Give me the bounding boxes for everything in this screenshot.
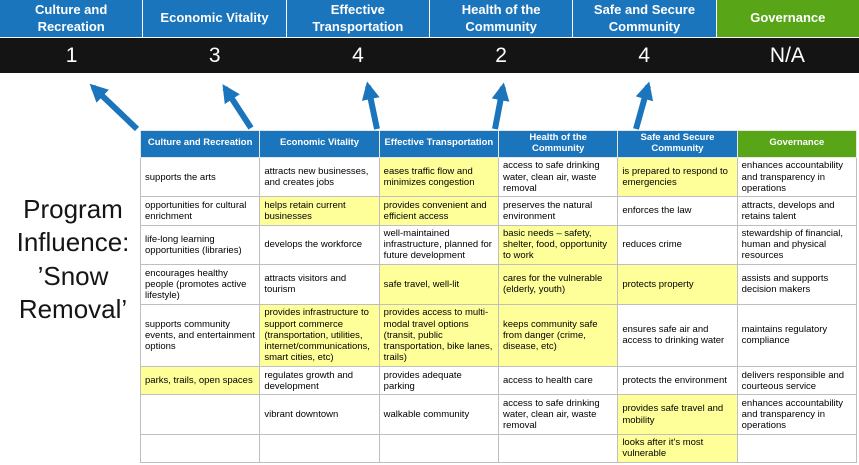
arrow-up-icon xyxy=(222,84,254,130)
matrix-header-effective-transportation: Effective Transportation xyxy=(378,130,499,158)
influence-arrows xyxy=(89,81,654,132)
score-band: 1 3 4 2 4 N/A xyxy=(0,38,859,73)
matrix-row-1: supports the arts attracts new businesses… xyxy=(139,156,858,198)
matrix-cell xyxy=(736,433,858,464)
matrix-cell: opportunities for cultural enrichment xyxy=(139,196,261,226)
matrix-header-culture-and-recreation: Culture and Recreation xyxy=(139,130,261,158)
matrix-cell: delivers responsible and courteous servi… xyxy=(736,366,858,396)
matrix-row-2: opportunities for cultural enrichment hel… xyxy=(139,196,858,226)
category-header-health-of-the-community: Health of the Community xyxy=(429,0,573,37)
matrix-cell: maintains regulatory compliance xyxy=(736,303,858,368)
matrix-cell-highlighted: keeps community safe from danger (crime,… xyxy=(497,303,619,368)
matrix-row-8: looks after it's most vulnerable xyxy=(139,433,858,464)
score-effective-transportation: 4 xyxy=(352,43,364,67)
arrow-up-icon xyxy=(361,81,380,130)
matrix-cell: access to health care xyxy=(497,366,619,396)
matrix-cell: attracts, develops and retains talent xyxy=(736,196,858,226)
matrix-cell: access to safe drinking water, clean air… xyxy=(497,156,619,198)
matrix-header-safe-and-secure-community: Safe and Secure Community xyxy=(617,130,738,158)
matrix-cell-highlighted: is prepared to respond to emergencies xyxy=(617,156,738,198)
matrix-cell xyxy=(497,433,619,464)
category-header-safe-and-secure-community: Safe and Secure Community xyxy=(573,0,716,37)
matrix-header-governance: Governance xyxy=(736,130,858,158)
score-safe-and-secure-community: 4 xyxy=(638,43,651,67)
matrix-cell: preserves the natural environment xyxy=(497,196,619,226)
category-header-economic-vitality: Economic Vitality xyxy=(143,0,286,37)
matrix-header-health-of-the-community: Health of the Community xyxy=(497,130,619,158)
matrix-cell: ensures safe air and access to drinking … xyxy=(617,303,738,368)
matrix-cell-highlighted: eases traffic flow and minimizes congest… xyxy=(378,156,499,198)
matrix-row-3: life-long learning opportunities (librar… xyxy=(139,224,858,266)
arrow-up-icon xyxy=(89,83,140,132)
matrix-cell: walkable community xyxy=(378,394,499,435)
matrix-cell: assists and supports decision makers xyxy=(736,264,858,305)
category-header-culture-and-recreation: Culture and Recreation xyxy=(0,0,143,37)
matrix-cell: reduces crime xyxy=(617,224,738,266)
matrix-cell: attracts visitors and tourism xyxy=(259,264,380,305)
matrix-cell: develops the workforce xyxy=(259,224,380,266)
arrow-up-icon xyxy=(633,81,654,130)
category-band: Culture and Recreation Economic Vitality E… xyxy=(0,0,859,37)
matrix-cell: stewardship of financial, human and phys… xyxy=(736,224,858,266)
matrix-cell: supports community events, and entertain… xyxy=(139,303,261,368)
matrix-row-7: vibrant downtown walkable community access… xyxy=(139,394,858,435)
matrix-cell: well-maintained infrastructure, planned … xyxy=(378,224,499,266)
matrix-cell-highlighted: protects property xyxy=(617,264,738,305)
matrix-cell: attracts new businesses, and creates job… xyxy=(259,156,380,198)
matrix-cell-highlighted: parks, trails, open spaces xyxy=(139,366,261,396)
matrix-cell: life-long learning opportunities (librar… xyxy=(139,224,261,266)
score-economic-vitality: 3 xyxy=(208,43,221,67)
matrix-row-6: parks, trails, open spaces regulates grow… xyxy=(139,366,858,396)
arrow-up-icon xyxy=(491,82,510,130)
matrix-cell xyxy=(378,433,499,464)
matrix-cell xyxy=(139,394,261,435)
matrix-row-5: supports community events, and entertain… xyxy=(139,303,858,368)
matrix-cell: protects the environment xyxy=(617,366,738,396)
matrix-cell: enhances accountability and transparency… xyxy=(736,156,858,198)
matrix-cell-highlighted: basic needs – safety, shelter, food, opp… xyxy=(497,224,619,266)
category-header-effective-transportation: Effective Transportation xyxy=(286,0,429,37)
matrix-body: supports the arts attracts new businesses… xyxy=(139,156,858,464)
matrix-cell: enforces the law xyxy=(617,196,738,226)
matrix-cell-highlighted: provides convenient and efficient access xyxy=(378,196,499,226)
score-culture-and-recreation: 1 xyxy=(65,43,78,67)
matrix-cell-highlighted: provides infrastructure to support comme… xyxy=(259,303,380,368)
matrix-cell xyxy=(139,433,261,464)
matrix-cell xyxy=(259,433,380,464)
matrix-cell: provides adequate parking xyxy=(378,366,499,396)
matrix-cell-highlighted: helps retain current businesses xyxy=(259,196,380,226)
matrix-cell-highlighted: provides access to multi-modal travel op… xyxy=(378,303,499,368)
matrix-cell-highlighted: cares for the vulnerable (elderly, youth… xyxy=(497,264,619,305)
matrix-cell: access to safe drinking water, clean air… xyxy=(497,394,619,435)
category-header-governance: Governance xyxy=(716,0,859,37)
matrix-cell: regulates growth and development xyxy=(259,366,380,396)
matrix-cell-highlighted: looks after it's most vulnerable xyxy=(617,433,738,464)
matrix-header-economic-vitality: Economic Vitality xyxy=(259,130,380,158)
matrix-cell: supports the arts xyxy=(139,156,261,198)
matrix-cell-highlighted: safe travel, well-lit xyxy=(378,264,499,305)
score-health-of-the-community: 2 xyxy=(495,43,507,67)
matrix-header-row: Culture and Recreation Economic Vitality E… xyxy=(139,130,858,158)
influence-matrix: Culture and Recreation Economic Vitality E… xyxy=(139,130,858,464)
page-title: Program Influence: ’Snow Removal’ xyxy=(16,194,130,324)
matrix-row-4: encourages healthy people (promotes acti… xyxy=(139,264,858,305)
matrix-cell: enhances accountability and transparency… xyxy=(736,394,858,435)
score-governance: N/A xyxy=(769,43,805,67)
matrix-cell: vibrant downtown xyxy=(259,394,380,435)
matrix-cell-highlighted: provides safe travel and mobility xyxy=(617,394,738,435)
matrix-cell: encourages healthy people (promotes acti… xyxy=(139,264,261,305)
